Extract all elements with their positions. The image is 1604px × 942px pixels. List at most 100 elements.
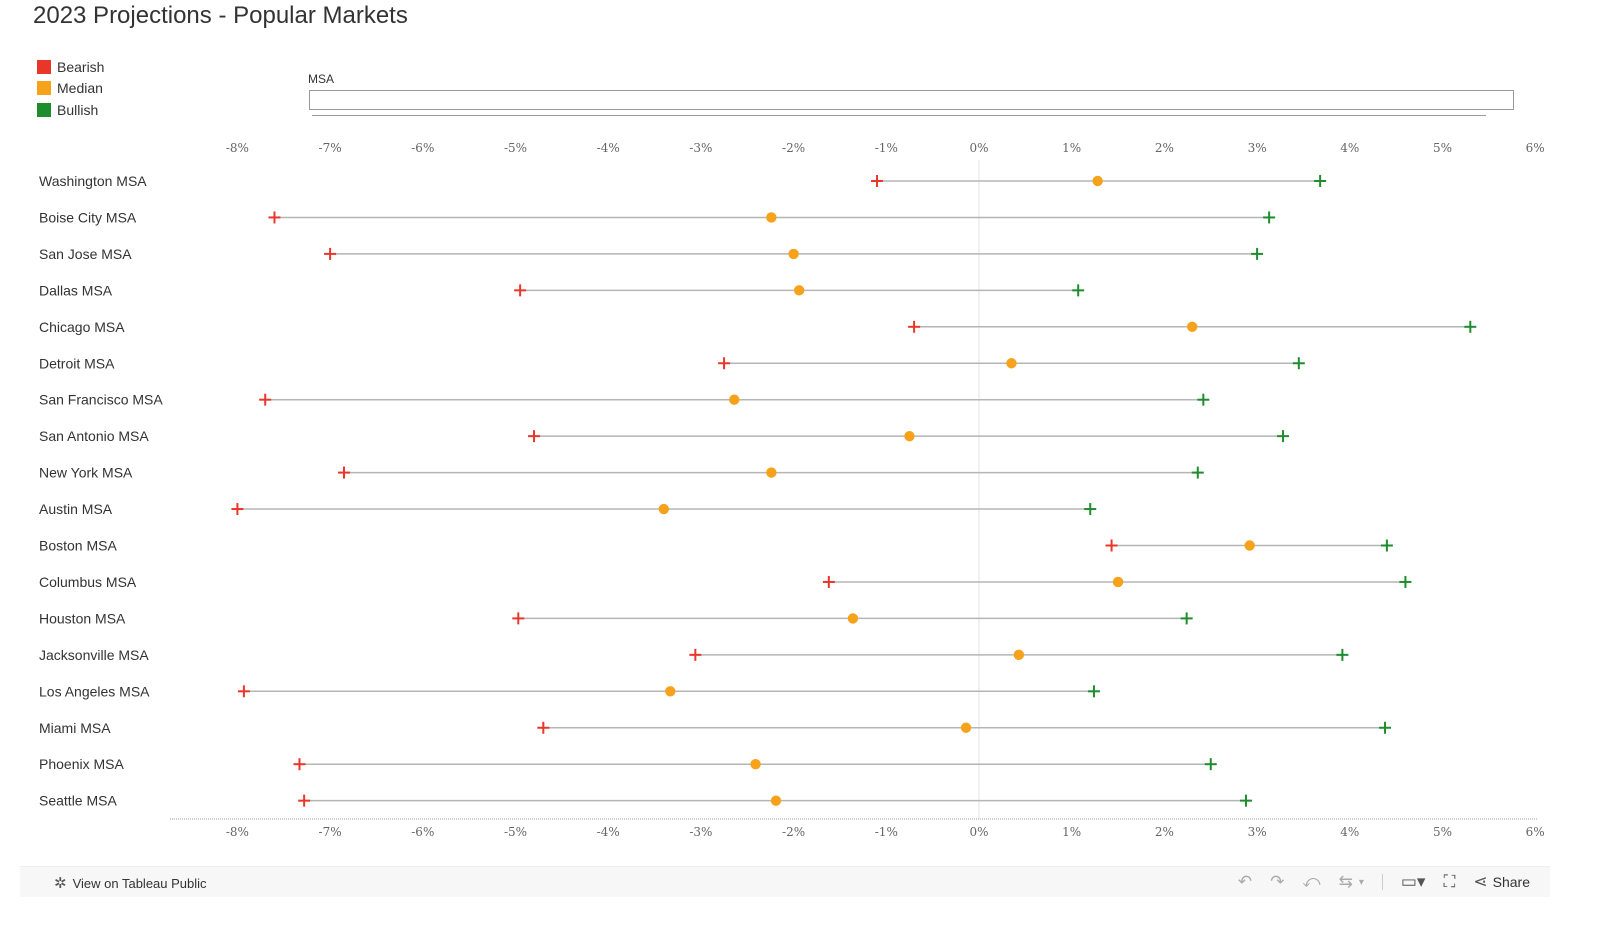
median-marker[interactable] [665,686,676,697]
bullish-marker[interactable] [1263,211,1276,224]
x-tick-label-bottom: -3% [689,825,712,839]
median-marker[interactable] [766,212,777,223]
bullish-marker[interactable] [1084,503,1097,516]
bearish-marker[interactable] [689,648,702,661]
category-label: New York MSA [39,465,133,481]
bullish-marker[interactable] [1251,247,1264,260]
median-marker[interactable] [1244,540,1255,551]
x-tick-label-bottom: 2% [1155,825,1174,839]
median-marker[interactable] [1092,175,1103,187]
median-marker[interactable] [770,795,782,806]
bearish-marker[interactable] [871,175,884,187]
legend-item-median[interactable]: Median [37,78,104,100]
median-marker[interactable] [750,759,761,770]
x-tick-label-bottom: 1% [1062,825,1081,839]
category-label: Columbus MSA [39,574,137,590]
share-icon: ⋖ [1473,872,1488,891]
category-label: Seattle MSA [39,793,117,809]
presentation-icon[interactable]: ▭▾ [1400,872,1426,891]
bullish-marker[interactable] [1277,430,1290,443]
median-marker[interactable] [766,467,777,478]
bullish-marker[interactable] [1239,794,1252,807]
bullish-marker[interactable] [1336,648,1349,661]
msa-filter-input[interactable] [309,90,1514,110]
x-tick-label-top: -8% [226,141,249,155]
redo-icon[interactable]: ↷ [1270,872,1285,891]
x-tick-label-top: -7% [319,141,342,155]
x-tick-label-top: 1% [1062,141,1081,155]
median-swatch [37,81,51,96]
bearish-marker[interactable] [338,466,351,479]
bullish-marker[interactable] [1292,357,1305,370]
legend: Bearish Median Bullish [37,56,104,121]
bearish-marker[interactable] [528,430,541,443]
view-on-tableau-link[interactable]: ✲ View on Tableau Public [54,874,207,892]
share-label: Share [1492,874,1530,890]
category-label: Jacksonville MSA [39,647,149,663]
x-tick-label-bottom: -8% [226,825,249,839]
bearish-marker[interactable] [537,721,550,734]
category-label: Chicago MSA [39,319,125,335]
bearish-marker[interactable] [298,794,311,807]
x-tick-label-bottom: 5% [1433,825,1452,839]
x-tick-label-top: 5% [1433,141,1452,155]
chevron-down-icon[interactable]: ▾ [1358,876,1364,888]
bearish-marker[interactable] [514,284,527,297]
bearish-marker[interactable] [259,393,272,406]
bullish-marker[interactable] [1087,685,1100,698]
category-label: Detroit MSA [39,355,115,371]
median-marker[interactable] [658,503,670,515]
x-tick-label-bottom: 3% [1248,825,1267,839]
median-marker[interactable] [960,722,972,733]
category-label: Austin MSA [39,501,113,517]
bullish-marker[interactable] [1379,721,1392,734]
share-button[interactable]: ⋖ Share [1473,872,1530,892]
bullish-marker[interactable] [1464,320,1477,333]
bearish-swatch [37,59,51,74]
median-marker[interactable] [793,285,805,296]
category-label: Los Angeles MSA [39,683,150,699]
bearish-marker[interactable] [512,612,525,625]
refresh-icon[interactable]: ⇆ [1338,872,1353,891]
bullish-marker[interactable] [1180,612,1193,625]
bullish-marker[interactable] [1197,393,1210,406]
view-on-tableau-label: View on Tableau Public [72,875,207,891]
median-marker[interactable] [729,394,740,405]
toolbar-actions: ↶ ↷ ⤺ ⇆ ▾ ▭▾ ⛶ ⋖ Share [1220,872,1530,892]
category-label: Houston MSA [39,610,126,626]
bullish-marker[interactable] [1204,758,1217,771]
chart-title: 2023 Projections - Popular Markets [33,2,408,29]
bullish-marker[interactable] [1191,466,1204,479]
bullish-marker[interactable] [1380,539,1393,552]
bearish-marker[interactable] [822,575,835,588]
median-marker[interactable] [1013,649,1025,661]
median-marker[interactable] [1006,358,1017,369]
x-tick-label-top: -1% [875,141,898,155]
bearish-marker[interactable] [1105,539,1118,552]
legend-item-bearish[interactable]: Bearish [37,56,104,78]
bearish-marker[interactable] [908,320,921,333]
bearish-marker[interactable] [324,247,337,260]
median-marker[interactable] [1112,576,1124,588]
median-marker[interactable] [904,430,915,442]
bearish-marker[interactable] [237,685,250,698]
legend-item-bullish[interactable]: Bullish [37,99,104,121]
bullish-marker[interactable] [1314,175,1327,187]
x-tick-label-top: 0% [969,141,988,155]
revert-icon[interactable]: ⤺ [1302,872,1321,891]
category-label: Phoenix MSA [39,756,124,772]
median-marker[interactable] [1187,321,1198,332]
median-marker[interactable] [847,613,859,624]
fullscreen-icon[interactable]: ⛶ [1443,872,1456,891]
bullish-marker[interactable] [1072,284,1085,297]
bearish-marker[interactable] [268,211,281,224]
legend-label: Bearish [57,58,105,75]
x-tick-label-top: 6% [1526,141,1545,155]
bearish-marker[interactable] [293,758,306,771]
bearish-marker[interactable] [231,503,244,516]
bearish-marker[interactable] [718,357,731,370]
median-marker[interactable] [788,248,799,260]
category-label: San Antonio MSA [39,428,149,444]
bullish-marker[interactable] [1399,575,1412,588]
undo-icon[interactable]: ↶ [1237,872,1253,891]
